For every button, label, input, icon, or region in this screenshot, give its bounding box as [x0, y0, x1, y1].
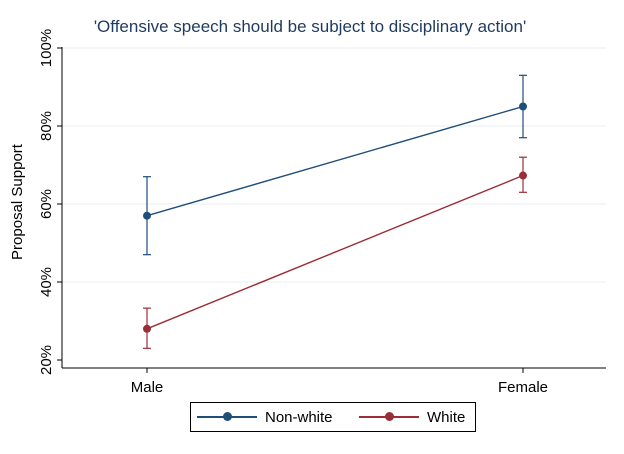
- data-point-white-0: [143, 324, 151, 333]
- series-line-white: [146, 174, 524, 330]
- legend: Non-white White: [190, 402, 476, 432]
- legend-marker-non-white: [223, 412, 232, 421]
- x-axis-ticks: Male Female: [131, 368, 548, 396]
- x-tick-label-0: Male: [131, 379, 164, 396]
- y-tick-label-1: 40%: [38, 267, 55, 297]
- series-non-white: [143, 74, 527, 256]
- legend-label-non-white: Non-white: [265, 408, 333, 426]
- legend-item-non-white: Non-white: [197, 403, 333, 431]
- data-point-non-white-0: [143, 211, 151, 220]
- gridlines: [62, 47, 606, 283]
- y-axis-label: Proposal Support: [9, 143, 26, 260]
- y-tick-label-0: 20%: [38, 345, 55, 375]
- y-tick-label-2: 60%: [38, 189, 55, 219]
- legend-marker-white: [385, 412, 394, 421]
- legend-swatch-white: [359, 410, 419, 424]
- y-tick-label-4: 100%: [38, 29, 55, 67]
- series-white: [143, 156, 527, 349]
- data-point-white-1: [519, 171, 527, 180]
- legend-swatch-non-white: [197, 410, 257, 424]
- axes: [61, 47, 606, 369]
- x-tick-label-1: Female: [498, 379, 548, 396]
- y-tick-label-3: 80%: [38, 111, 55, 141]
- legend-label-white: White: [427, 408, 466, 426]
- series-line-non-white: [146, 105, 524, 217]
- series-layer: [143, 74, 527, 349]
- data-point-non-white-1: [519, 102, 527, 111]
- legend-item-white: White: [359, 403, 465, 431]
- y-axis-ticks: 20% 40% 60% 80% 100%: [38, 29, 62, 375]
- chart-title: 'Offensive speech should be subject to d…: [94, 17, 526, 36]
